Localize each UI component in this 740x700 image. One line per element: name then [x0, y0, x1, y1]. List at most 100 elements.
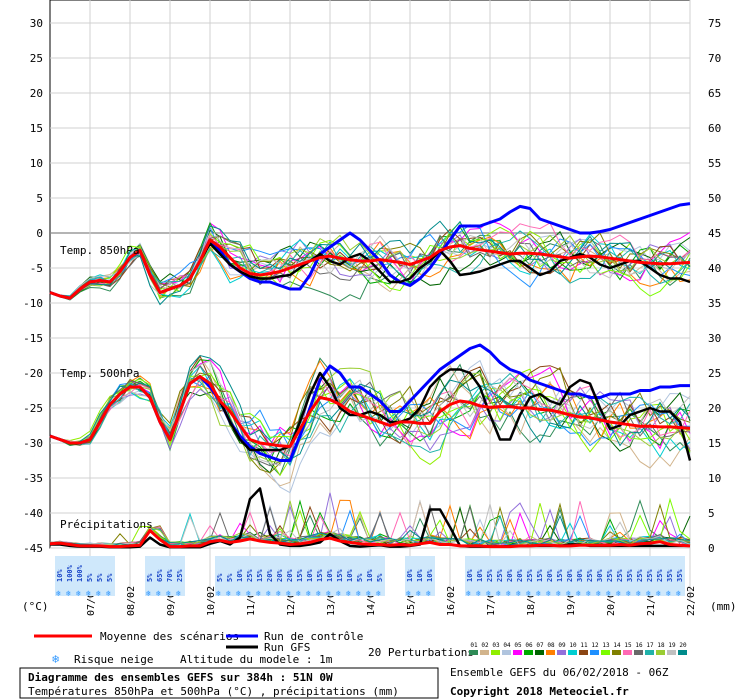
snow-risk-pct: 10% [346, 569, 354, 582]
snowflake-icon: ❄ [416, 589, 421, 598]
perturbation-line-19 [49, 225, 691, 298]
left-tick-label: -5 [30, 262, 43, 275]
snow-risk-cell [295, 556, 305, 596]
legend-mean-label: Moyenne des scénarios [100, 630, 239, 643]
perturbation-swatch [590, 650, 599, 655]
snow-risk-pct: 20% [506, 569, 514, 582]
right-tick-label: 75 [708, 17, 721, 30]
snow-risk-pct: 25% [616, 569, 624, 582]
snowflake-icon: ❄ [266, 589, 271, 598]
snowflake-icon: ❄ [276, 589, 281, 598]
right-tick-label: 30 [708, 332, 721, 345]
snowflake-icon: ❄ [656, 589, 661, 598]
snow-risk-cell [325, 556, 335, 596]
snow-risk-pct: 70% [166, 569, 174, 582]
snow-risk-cell [555, 556, 565, 596]
snow-risk-pct: 25% [496, 569, 504, 582]
right-tick-label: 70 [708, 52, 721, 65]
x-tick-label: 12/02 [286, 586, 297, 616]
snowflake-icon: ❄ [356, 589, 361, 598]
snow-risk-pct: 15% [536, 569, 544, 582]
x-tick-label: 14/02 [366, 586, 377, 616]
snow-risk-cell [275, 556, 285, 596]
perturbation-swatch [601, 650, 610, 655]
series-mean-precip [49, 529, 691, 549]
left-axis: 30 25 20 15 10 5 0 -5 -10 -15 -20 -25 -30 -35 -40 -45 [23, 17, 43, 555]
snow-risk-pct: 10% [326, 569, 334, 582]
snow-risk-pct: 15% [336, 569, 344, 582]
snow-risk-cell [265, 556, 275, 596]
snow-risk-pct: 100% [76, 564, 84, 582]
snow-risk-pct: 10% [366, 569, 374, 582]
right-tick-label: 15 [708, 437, 721, 450]
snow-risk-pct: 20% [516, 569, 524, 582]
snowflake-icon: ❄ [676, 589, 681, 598]
panel-label-t500: Temp. 500hPa [60, 367, 139, 380]
left-tick-label: 5 [36, 192, 43, 205]
left-tick-label: 0 [36, 227, 43, 240]
snow-risk-pct: 10% [426, 569, 434, 582]
perturbation-id: 06 [525, 642, 533, 649]
snowflake-icon: ❄ [146, 589, 151, 598]
snow-risk-pct: 15% [296, 569, 304, 582]
snow-risk-pct: 20% [286, 569, 294, 582]
legend-snow-label: Risque neige [74, 653, 153, 666]
left-tick-label: -10 [23, 297, 43, 310]
x-tick-label: 22/02 [686, 586, 697, 616]
snow-risk-cell [515, 556, 525, 596]
perturbation-legend: 01 02 03 04 05 06 07 08 09 10 11 12 13 14 15 16 17 18 19 20 [469, 642, 687, 655]
perturbation-line-20 [49, 220, 691, 306]
snow-risk-pct: 10% [236, 569, 244, 582]
snow-risk-cell [615, 556, 625, 596]
series-mean-t850 [49, 238, 691, 300]
right-axis-unit: (mm) [710, 600, 737, 613]
snowflake-icon: ❄ [666, 589, 671, 598]
snowflake-icon: ❄ [306, 589, 311, 598]
snowflake-icon: ❄ [606, 589, 611, 598]
left-tick-label: 15 [30, 122, 43, 135]
x-tick-label: 16/02 [446, 586, 457, 616]
snow-risk-cell [665, 556, 675, 596]
right-tick-label: 25 [708, 367, 721, 380]
x-tick-label: 15/02 [406, 586, 417, 616]
snowflake-icon: ❄ [156, 589, 161, 598]
perturbation-id: 03 [492, 642, 500, 649]
snowflake-icon: ❄ [616, 589, 621, 598]
perturbation-swatch [645, 650, 654, 655]
snowflake-icon: ❄ [516, 589, 521, 598]
snow-risk-cell [375, 556, 385, 596]
left-tick-label: -15 [23, 332, 43, 345]
perturbation-id: 18 [657, 642, 665, 649]
snowflake-icon: ❄ [546, 589, 551, 598]
snow-risk-cell [255, 556, 265, 596]
snow-risk-pct: 20% [566, 569, 574, 582]
snow-risk-cell [175, 556, 185, 596]
legend-gfs-label: Run GFS [264, 641, 310, 654]
snow-risk-cell [545, 556, 555, 596]
right-tick-label: 40 [708, 262, 721, 275]
left-tick-label: -40 [23, 507, 43, 520]
snowflake-icon: ❄ [326, 589, 331, 598]
snowflake-icon: ❄ [246, 589, 251, 598]
perturbation-lines [49, 220, 691, 548]
left-tick-label: 25 [30, 52, 43, 65]
snow-risk-cell [675, 556, 685, 596]
snow-risk-cell [415, 556, 425, 596]
snow-risk-pct: 25% [636, 569, 644, 582]
snowflake-icon: ❄ [566, 589, 571, 598]
snow-risk-pct: 10% [466, 569, 474, 582]
snow-risk-pct: 15% [556, 569, 564, 582]
perturbation-id: 14 [613, 642, 621, 649]
snow-risk-cell [465, 556, 475, 596]
snowflake-icon: ❄ [66, 589, 71, 598]
right-tick-label: 50 [708, 192, 721, 205]
right-tick-label: 55 [708, 157, 721, 170]
snow-risk-pct: 10% [56, 569, 64, 582]
x-tick-label: 10/02 [206, 586, 217, 616]
snow-risk-cell [165, 556, 175, 596]
chart-title: Diagramme des ensembles GEFS sur 384h : … [28, 671, 333, 684]
perturbation-line-17 [49, 230, 691, 297]
snow-risk-cell [85, 556, 95, 596]
snowflake-icon: ❄ [316, 589, 321, 598]
